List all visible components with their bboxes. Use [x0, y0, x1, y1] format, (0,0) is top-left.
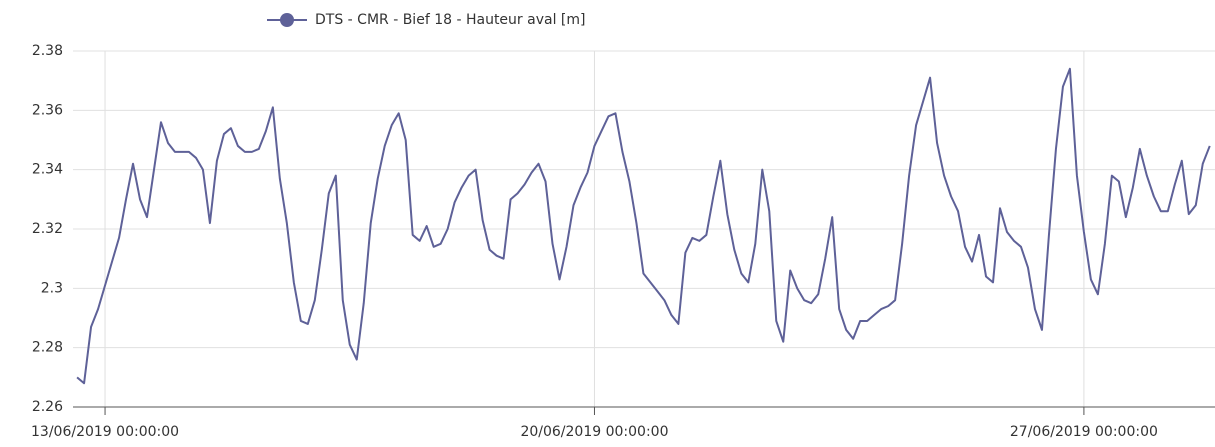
y-tick-label: 2.38 — [32, 43, 63, 59]
legend-item: DTS - CMR - Bief 18 - Hauteur aval [m] — [267, 12, 585, 28]
y-tick-label: 2.36 — [32, 102, 63, 118]
y-tick-label: 2.32 — [32, 221, 63, 237]
y-tick-label: 2.3 — [41, 280, 63, 296]
legend-marker — [280, 13, 294, 27]
y-tick-label: 2.28 — [32, 340, 63, 356]
x-tick-label: 13/06/2019 00:00:00 — [31, 424, 179, 440]
x-tick-label: 20/06/2019 00:00:00 — [520, 424, 668, 440]
y-tick-label: 2.26 — [32, 399, 63, 415]
x-tick-label: 27/06/2019 00:00:00 — [1010, 424, 1158, 440]
legend-label: DTS - CMR - Bief 18 - Hauteur aval [m] — [315, 12, 585, 28]
y-tick-label: 2.34 — [32, 162, 63, 178]
data-line — [76, 67, 1211, 385]
